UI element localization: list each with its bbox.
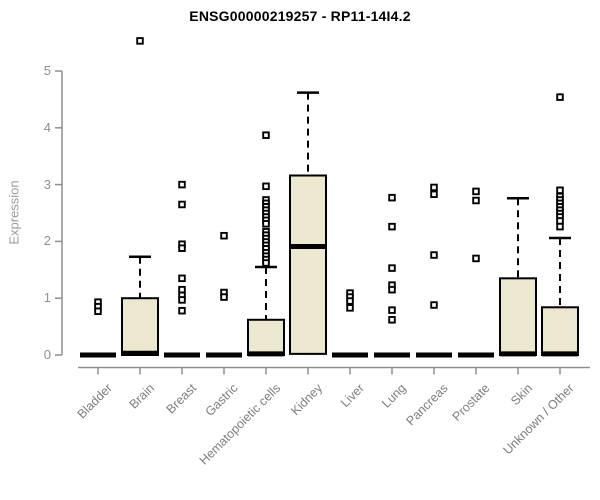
outlier-point xyxy=(388,264,396,272)
y-tick-label: 3 xyxy=(43,176,51,192)
y-tick-label: 5 xyxy=(43,63,51,78)
y-tick-label: 0 xyxy=(43,347,51,362)
outlier-point xyxy=(262,259,270,267)
outlier-point xyxy=(472,196,480,205)
outlier-point xyxy=(430,301,438,309)
outlier-point xyxy=(472,254,480,263)
outlier-point xyxy=(388,316,396,324)
outlier-point xyxy=(556,222,564,231)
chart-title: ENSG00000219257 - RP11-14I4.2 xyxy=(189,8,411,24)
y-tick-label: 1 xyxy=(43,290,51,306)
outlier-point xyxy=(178,200,186,209)
outlier-point xyxy=(388,306,396,314)
outlier-point xyxy=(388,222,396,231)
box-Unknown / Other xyxy=(541,306,579,356)
outlier-point xyxy=(220,293,228,301)
box-Skin xyxy=(499,277,537,357)
outlier-point xyxy=(220,231,228,240)
outlier-point xyxy=(388,285,396,294)
outlier-point xyxy=(430,183,438,192)
outlier-point xyxy=(178,274,186,283)
y-tick-label: 2 xyxy=(43,233,51,249)
outlier-point xyxy=(556,186,564,195)
outlier-point xyxy=(178,296,186,304)
outlier-point xyxy=(472,187,480,196)
outlier-point xyxy=(262,131,270,139)
outlier-point xyxy=(178,180,186,189)
outlier-point xyxy=(346,304,354,312)
outlier-point xyxy=(136,37,144,45)
box-Brain xyxy=(121,297,159,357)
outlier-point xyxy=(430,190,438,199)
outlier-point xyxy=(430,251,438,259)
outlier-point xyxy=(388,193,396,202)
outlier-point xyxy=(556,93,564,101)
box-Kidney xyxy=(289,174,327,355)
outlier-point xyxy=(178,306,186,315)
outlier-point xyxy=(346,297,354,305)
outlier-point xyxy=(178,244,186,252)
y-tick-label: 4 xyxy=(43,119,51,135)
outlier-point xyxy=(94,307,102,316)
outlier-point xyxy=(262,182,270,191)
box-Hematopoietic cells xyxy=(247,318,285,356)
outlier-point xyxy=(262,220,270,228)
